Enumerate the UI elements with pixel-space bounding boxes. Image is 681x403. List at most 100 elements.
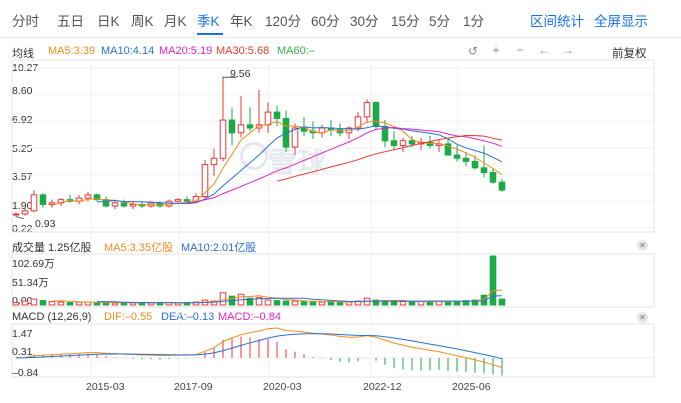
price-tick: 6.92	[12, 114, 33, 126]
candle-body	[129, 203, 137, 207]
candle-body	[453, 154, 461, 159]
panel-frame	[11, 59, 655, 233]
panel-frame	[11, 323, 655, 378]
volume-bar	[264, 299, 272, 306]
candle-body	[111, 202, 119, 207]
volume-bar	[408, 301, 416, 306]
ma20-value: MA20:5.19	[159, 45, 213, 57]
volume-bar	[30, 298, 38, 306]
tab-intraday[interactable]: 分时	[12, 14, 39, 29]
candle-body	[30, 194, 38, 212]
candle-body	[12, 213, 20, 216]
back-icon[interactable]: ↺	[467, 44, 479, 58]
macd-dea-line	[15, 333, 503, 360]
tab-five-day[interactable]: 五日	[57, 14, 84, 29]
macd-tick: –0.84	[12, 367, 39, 379]
macd-tick: 0.31	[12, 346, 33, 358]
tab-daily-k[interactable]: 日K	[97, 14, 120, 29]
candle-body	[264, 111, 272, 126]
volume-bar	[210, 300, 218, 306]
candle-body	[201, 164, 209, 197]
low-marker	[15, 216, 25, 220]
panel-frame	[11, 253, 655, 308]
ma30-line	[276, 134, 503, 182]
ma5-line	[51, 120, 503, 206]
ma60-value: MA60:–	[277, 45, 315, 57]
ma30-value: MA30:5.68	[216, 45, 270, 57]
candle-body	[174, 199, 182, 202]
volume-bar	[75, 301, 83, 306]
macd-dif-value: DIF:–0.55	[104, 311, 153, 323]
price-low-annotation: 0.93	[35, 218, 56, 230]
candle-body	[93, 194, 101, 201]
tab-monthly-k[interactable]: 月K	[164, 14, 187, 29]
ma5-value: MA5:3.39	[48, 45, 96, 57]
volume-bar	[498, 298, 506, 306]
volume-bar	[57, 301, 65, 306]
zoom-out-icon[interactable]: −	[516, 43, 524, 57]
macd-legend-title: MACD (12,26,9)	[12, 311, 92, 323]
candle-body	[39, 194, 47, 205]
volume-ma5-value: MA5:3.35亿股	[104, 242, 174, 254]
price-tick: 3.57	[12, 171, 33, 183]
volume-legend-title: 成交量 1.25亿股	[12, 242, 92, 254]
volume-bar	[462, 300, 470, 306]
candle-body	[300, 127, 308, 132]
tab-60min[interactable]: 60分	[311, 14, 340, 29]
candle-body	[120, 202, 128, 207]
candle-body	[318, 127, 326, 134]
volume-bar	[12, 302, 20, 306]
forward-adjust-select[interactable]: 前复权	[612, 48, 647, 60]
tab-weekly-k[interactable]: 周K	[131, 14, 154, 29]
volume-ma10-value: MA10:2.01亿股	[181, 242, 257, 254]
volume-bar	[21, 300, 29, 306]
tab-5min[interactable]: 5分	[429, 14, 451, 29]
close-volume-icon[interactable]: ✕	[637, 240, 648, 251]
tab-30min[interactable]: 30分	[350, 14, 379, 29]
volume-bar	[246, 297, 254, 306]
active-tab-indicator	[197, 33, 223, 35]
candle-body	[489, 172, 497, 183]
x-axis-label: 2020-03	[263, 381, 302, 393]
candle-body	[363, 102, 371, 118]
zoom-in-icon[interactable]: +	[492, 43, 500, 57]
volume-bar	[291, 300, 299, 306]
volume-bar	[300, 301, 308, 306]
volume-bar	[372, 299, 380, 306]
macd-dea-value: DEA:–0.13	[161, 311, 215, 323]
volume-bar	[399, 301, 407, 306]
candle-body	[498, 181, 506, 191]
volume-bar	[390, 301, 398, 306]
volume-bar	[39, 300, 47, 306]
volume-bar	[48, 301, 56, 306]
candle-body	[228, 119, 236, 134]
volume-bar	[417, 301, 425, 306]
fullscreen-button[interactable]: 全屏显示	[594, 14, 648, 29]
tab-120min[interactable]: 120分	[265, 14, 302, 29]
candle-body	[183, 199, 191, 202]
candle-body	[21, 210, 29, 215]
volume-ma10-line	[97, 295, 503, 304]
tab-quarterly-k[interactable]: 季K	[197, 14, 220, 29]
volume-bar	[471, 299, 479, 306]
close-macd-icon[interactable]: ✕	[637, 312, 648, 323]
volume-bar	[111, 302, 119, 306]
tab-yearly-k[interactable]: 年K	[230, 14, 253, 29]
volume-bar	[336, 301, 344, 306]
x-axis-label: 2022-12	[363, 381, 402, 393]
tab-1min[interactable]: 1分	[463, 14, 485, 29]
volume-bar	[174, 302, 182, 306]
interval-stats-button[interactable]: 区间统计	[530, 14, 584, 29]
volume-tick: 51.34万	[12, 277, 49, 289]
watermark: 雪球	[268, 147, 329, 178]
volume-bar	[219, 292, 227, 306]
move-left-icon[interactable]: ←	[538, 43, 550, 57]
tab-15min[interactable]: 15分	[391, 14, 420, 29]
candle-body	[471, 160, 479, 169]
volume-bar	[66, 302, 74, 306]
ma20-line	[186, 126, 503, 204]
move-right-icon[interactable]: →	[562, 43, 574, 57]
candle-body	[219, 119, 227, 159]
volume-bar	[147, 302, 155, 306]
